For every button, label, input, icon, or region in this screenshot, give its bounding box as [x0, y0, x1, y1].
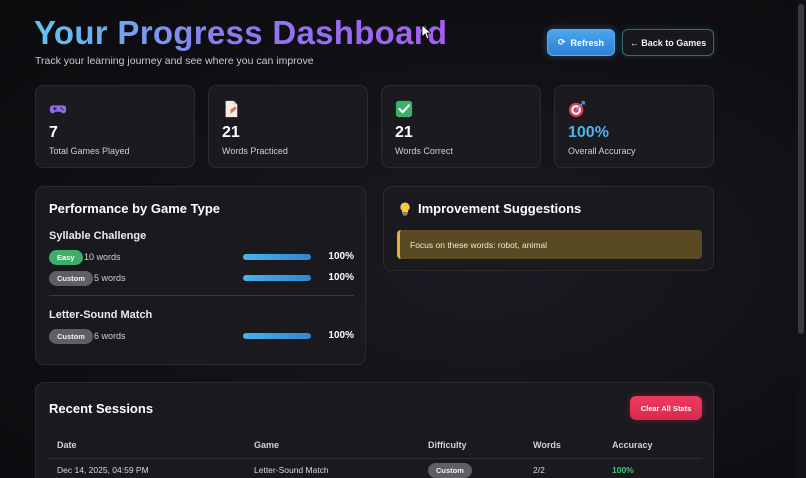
- back-to-games-button[interactable]: ← Back to Games: [622, 29, 714, 56]
- stat-label: Words Practiced: [222, 146, 288, 156]
- difficulty-badge: Custom: [49, 271, 93, 286]
- percent-label: 100%: [328, 272, 354, 283]
- stat-card-words-correct: 21 Words Correct: [381, 85, 541, 168]
- column-header-game: Game: [254, 440, 280, 450]
- difficulty-badge: Easy: [49, 250, 83, 265]
- performance-row: Easy 10 words 100%: [49, 250, 354, 266]
- stat-label: Total Games Played: [49, 146, 130, 156]
- session-difficulty-badge: Custom: [428, 463, 472, 478]
- column-header-accuracy: Accuracy: [612, 440, 653, 450]
- performance-row: Custom 6 words 100%: [49, 329, 354, 345]
- percent-label: 100%: [328, 330, 354, 341]
- progress-bar: [243, 254, 311, 260]
- word-count: 5 words: [94, 273, 126, 283]
- stat-value: 21: [222, 124, 240, 141]
- stat-value: 21: [395, 124, 413, 141]
- column-header-difficulty: Difficulty: [428, 440, 467, 450]
- performance-row: Custom 5 words 100%: [49, 271, 354, 287]
- suggestion-callout: Focus on these words: robot, animal: [397, 230, 702, 259]
- stat-label: Words Correct: [395, 146, 453, 156]
- progress-bar: [243, 333, 311, 339]
- suggestions-title: Improvement Suggestions: [418, 201, 582, 216]
- game-name-letter-sound-match: Letter-Sound Match: [49, 309, 153, 321]
- recent-sessions-panel: Recent Sessions Clear All Stats Date Gam…: [35, 382, 714, 478]
- stat-value: 7: [49, 124, 58, 141]
- refresh-button[interactable]: ⟳ Refresh: [547, 29, 615, 56]
- column-header-date: Date: [57, 440, 77, 450]
- target-icon: [568, 101, 585, 118]
- stat-value: 100%: [568, 124, 609, 141]
- word-count: 10 words: [84, 252, 121, 262]
- progress-fill: [243, 333, 311, 339]
- refresh-icon: ⟳: [557, 37, 566, 47]
- session-date: Dec 14, 2025, 04:59 PM: [57, 465, 149, 475]
- game-name-syllable-challenge: Syllable Challenge: [49, 230, 147, 242]
- gamepad-icon: [49, 105, 67, 114]
- checkmark-icon: [395, 100, 413, 118]
- lightbulb-icon: [400, 202, 410, 216]
- difficulty-badge: Custom: [49, 329, 93, 344]
- stat-label: Overall Accuracy: [568, 146, 636, 156]
- progress-fill: [243, 254, 311, 260]
- percent-label: 100%: [328, 251, 354, 262]
- column-header-words: Words: [533, 440, 561, 450]
- progress-fill: [243, 275, 311, 281]
- clear-all-stats-button[interactable]: Clear All Stats: [630, 396, 702, 420]
- performance-panel: Performance by Game Type Syllable Challe…: [35, 186, 366, 365]
- page-title: Your Progress Dashboard: [34, 14, 448, 51]
- scrollbar-track[interactable]: [796, 0, 806, 478]
- session-accuracy: 100%: [612, 465, 634, 475]
- performance-title: Performance by Game Type: [49, 201, 220, 216]
- mouse-cursor-icon: [421, 24, 431, 40]
- refresh-label: Refresh: [570, 37, 605, 48]
- stat-card-words-practiced: 21 Words Practiced: [208, 85, 368, 168]
- session-words: 2/2: [533, 465, 545, 475]
- table-header-divider: [49, 458, 702, 459]
- page-subtitle: Track your learning journey and see wher…: [35, 55, 314, 67]
- stat-card-games-played: 7 Total Games Played: [35, 85, 195, 168]
- recent-sessions-title: Recent Sessions: [49, 401, 154, 416]
- scrollbar-thumb[interactable]: [798, 4, 804, 334]
- word-count: 6 words: [94, 331, 126, 341]
- progress-bar: [243, 275, 311, 281]
- document-icon: [225, 100, 238, 118]
- divider: [49, 295, 354, 296]
- session-game: Letter-Sound Match: [254, 465, 329, 475]
- suggestions-panel: Improvement Suggestions Focus on these w…: [383, 186, 714, 271]
- stat-card-overall-accuracy: 100% Overall Accuracy: [554, 85, 714, 168]
